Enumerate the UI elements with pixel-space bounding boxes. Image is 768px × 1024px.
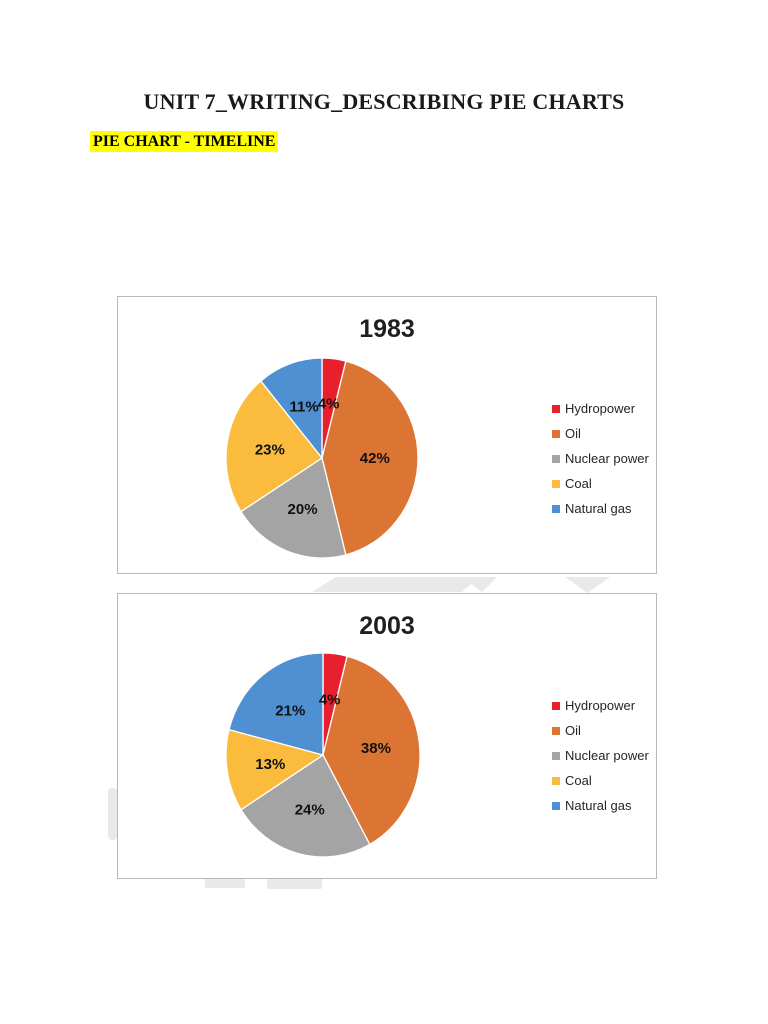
pie-slice-coal [225, 728, 324, 811]
watermark-shape [205, 877, 245, 888]
watermark-shape [108, 788, 117, 840]
legend-label: Coal [565, 476, 592, 491]
pie-2003: 4% 38% 24% 13% 21% [225, 652, 421, 858]
pie-slice-natural-gas [260, 357, 323, 459]
legend-label: Nuclear power [565, 748, 649, 763]
legend-item: Natural gas [552, 496, 649, 521]
pie-data-label: 21% [275, 703, 305, 720]
legend-item: Hydropower [552, 693, 649, 718]
pie-slice-natural-gas [228, 652, 324, 756]
legend-swatch-icon [552, 504, 560, 513]
pie-data-label: 24% [295, 801, 325, 818]
legend-swatch-icon [552, 454, 560, 463]
pie-slice-oil [322, 655, 421, 846]
legend-item: Oil [552, 718, 649, 743]
pie-slice-coal [225, 380, 323, 513]
pie-slice-nuclear-power [240, 754, 371, 858]
chart-title: 1983 [359, 315, 415, 343]
legend-item: Coal [552, 768, 649, 793]
pie-data-label: 4% [319, 691, 341, 708]
legend-swatch-icon [552, 751, 560, 760]
pie-data-label: 13% [255, 756, 285, 773]
legend-swatch-icon [552, 429, 560, 438]
legend-swatch-icon [552, 726, 560, 735]
pie-chart-panel-1983: 1983 Hydropower Oil Nuclear power Coal Natur… [117, 296, 657, 574]
pie-slice-oil [321, 360, 419, 556]
legend-swatch-icon [552, 801, 560, 810]
watermark-shape [312, 577, 497, 592]
legend-swatch-icon [552, 479, 560, 488]
chart-legend: Hydropower Oil Nuclear power Coal Natural ga… [552, 693, 649, 818]
legend-item: Nuclear power [552, 446, 649, 471]
legend-label: Oil [565, 723, 581, 738]
pie-data-label: 23% [255, 441, 285, 458]
pie-data-label: 20% [288, 501, 318, 518]
pie-chart-panel-2003: 2003 Hydropower Oil Nuclear power Coal Natur… [117, 593, 657, 879]
legend-label: Nuclear power [565, 451, 649, 466]
pie-data-label: 4% [318, 395, 340, 412]
legend-label: Natural gas [565, 501, 632, 516]
pie-data-label: 38% [361, 740, 391, 757]
pie-slice-nuclear-power [240, 457, 347, 559]
legend-label: Hydropower [565, 401, 636, 416]
chart-legend: Hydropower Oil Nuclear power Coal Natural ga… [552, 396, 649, 521]
pie-data-label: 11% [290, 398, 319, 415]
page-subtitle: PIE CHART - TIMELINE [90, 131, 279, 152]
legend-item: Oil [552, 421, 649, 446]
pie-1983: 4% 42% 20% 23% 11% [225, 357, 419, 559]
legend-item: Natural gas [552, 793, 649, 818]
page-title: UNIT 7_WRITING_DESCRIBING PIE CHARTS [143, 89, 625, 114]
legend-item: Nuclear power [552, 743, 649, 768]
legend-label: Coal [565, 773, 592, 788]
legend-label: Natural gas [565, 798, 632, 813]
legend-item: Hydropower [552, 396, 649, 421]
watermark-shape [565, 577, 610, 593]
legend-label: Oil [565, 426, 581, 441]
chart-title: 2003 [359, 612, 415, 640]
legend-label: Hydropower [565, 698, 636, 713]
watermark-shape [267, 877, 322, 889]
legend-item: Coal [552, 471, 649, 496]
legend-swatch-icon [552, 404, 560, 413]
legend-swatch-icon [552, 776, 560, 785]
legend-swatch-icon [552, 701, 560, 710]
pie-data-label: 42% [360, 450, 390, 467]
